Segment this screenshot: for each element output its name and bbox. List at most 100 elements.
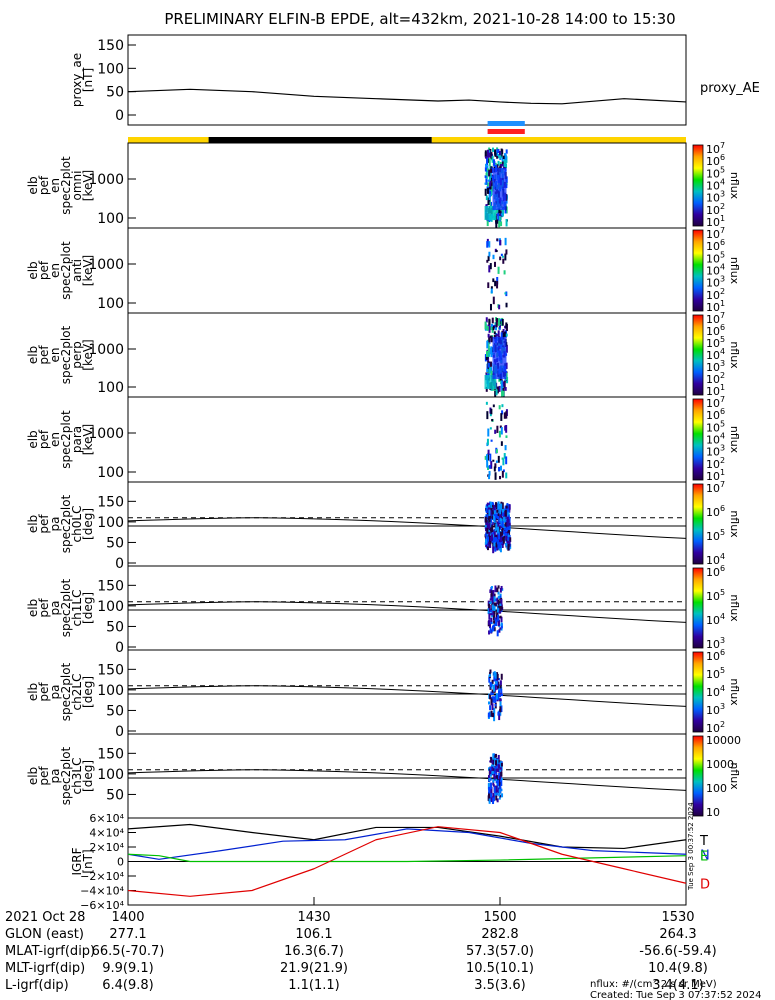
spectrogram-cell: [491, 712, 494, 718]
spectrogram-cell: [502, 155, 505, 160]
ylabel-line: ch0LC: [70, 506, 84, 543]
ytick-label: 50: [106, 787, 124, 803]
spectrogram-cell: [494, 463, 497, 469]
spectrogram-cell: [501, 528, 504, 536]
spectrogram-cell: [491, 147, 494, 152]
ytick-label: 1000: [88, 342, 124, 358]
spectrogram-cell: [502, 328, 505, 335]
spectrogram-cell: [500, 603, 503, 607]
spectrogram-cell: [485, 356, 488, 361]
spectrogram-cell: [490, 586, 493, 589]
spectrogram-cell: [484, 375, 497, 389]
spectrogram-cell: [502, 388, 505, 397]
ylabel-line: pa: [48, 685, 62, 700]
colorbar-strip: [692, 651, 704, 733]
spectrogram-cell: [487, 600, 490, 607]
spectrogram-cell: [499, 706, 502, 713]
spectrogram-cell: [493, 627, 496, 632]
spectrogram-cell: [509, 537, 512, 542]
ylabel-line: spec2plot: [59, 241, 73, 300]
spectrogram-cell: [490, 408, 493, 415]
spectrogram-cell: [502, 381, 505, 387]
ytick-label: 150: [97, 746, 124, 762]
pa-spectrogram-ch2LC: [487, 669, 503, 722]
spectrogram-cell: [492, 610, 495, 616]
spectrogram-cell: [498, 539, 501, 543]
colorbar-tick-label: 105: [706, 250, 725, 265]
spectrogram-cell: [494, 602, 497, 607]
spectrogram-cell: [488, 509, 491, 517]
colorbar-tick-label: 103: [706, 444, 725, 459]
colorbar-label: nflux: [728, 678, 741, 706]
spectrogram-cell: [499, 595, 502, 598]
spectrogram-cell: [488, 251, 491, 257]
colorbar-strip: [692, 314, 704, 396]
spectrogram-cell: [504, 445, 507, 451]
spectrogram-cell: [497, 779, 500, 787]
spectrogram-cell: [505, 302, 508, 308]
colorbar-tick-label: 104: [706, 432, 725, 447]
ylabel-line: [deg]: [81, 760, 95, 792]
spectrogram-cell: [505, 435, 508, 438]
ylabel-line: spec2plot: [59, 746, 73, 805]
spectrogram-cell: [490, 326, 493, 331]
spectrogram-cell: [490, 191, 493, 197]
spectrogram-cell: [495, 785, 498, 792]
colorbar-tick-label: 103: [706, 636, 725, 651]
spectrogram-cell: [488, 352, 491, 357]
spectrogram-cell: [489, 627, 492, 633]
spectrogram-cell: [498, 762, 501, 766]
spectrogram-cell: [502, 332, 505, 340]
spectrogram-cell: [506, 526, 509, 531]
igrf-series-E: [127, 853, 687, 863]
colorbar-tick-label: 10: [706, 806, 720, 819]
spectrogram-cell: [491, 703, 494, 711]
ylabel-line: spec2plot: [59, 156, 73, 215]
colorbar-tick-label: 101: [706, 468, 725, 483]
colorbar-tick-label: 102: [706, 456, 725, 471]
spectrogram-cell: [500, 673, 503, 680]
colorbar-tick-label: 107: [706, 226, 725, 241]
spectrogram-cell: [504, 292, 507, 295]
spectrogram-cell: [506, 503, 509, 508]
spectrogram-cell: [487, 536, 490, 542]
spectrogram-cell: [504, 387, 507, 391]
colorbar-tick-label: 106: [706, 648, 725, 663]
ylabel-line: perp: [70, 341, 84, 369]
spectrogram-cell: [494, 617, 497, 622]
spectrogram-cell: [490, 710, 493, 717]
ytick-label: −6×10⁴: [80, 899, 124, 912]
spectrogram-cell: [499, 769, 502, 772]
spectrogram-cell: [493, 161, 496, 167]
spectrogram-cell: [505, 456, 508, 465]
spectrogram-cell: [496, 516, 499, 520]
spectrogram-cell: [490, 608, 493, 612]
spectrogram-cell: [489, 263, 492, 270]
spectrogram-cell: [501, 793, 504, 798]
panel-frame-proxy-ae: [127, 34, 687, 126]
spectrogram-cell: [491, 532, 494, 535]
spectrogram-cell: [489, 427, 492, 430]
spectrogram-cell: [508, 504, 511, 510]
spectrogram-cell: [497, 539, 500, 545]
spectrogram-cell: [491, 679, 494, 684]
colorbar-tick-label: 10000: [706, 734, 741, 747]
ytick-label: 50: [106, 619, 124, 635]
colorbar-label: nflux: [728, 341, 741, 369]
spectrogram-cell: [488, 194, 491, 201]
spectrogram-cell: [494, 390, 497, 397]
spectrogram-cell: [503, 412, 506, 419]
spectrogram-cell: [484, 321, 487, 330]
ephemeris-row-value: 106.1: [295, 927, 332, 942]
spectrogram-cell: [485, 508, 488, 513]
ephemeris-row-value: 1530: [661, 910, 694, 925]
spectrogram-cell: [497, 599, 500, 606]
spectrogram-cell: [504, 331, 507, 337]
spectrogram-cell: [489, 183, 492, 190]
spectrogram-cell: [497, 622, 500, 627]
spectrogram-cell: [504, 531, 507, 537]
spectrogram-cell: [487, 333, 490, 338]
spectrogram-cell: [493, 513, 496, 517]
loss-cone-line: [127, 517, 687, 539]
